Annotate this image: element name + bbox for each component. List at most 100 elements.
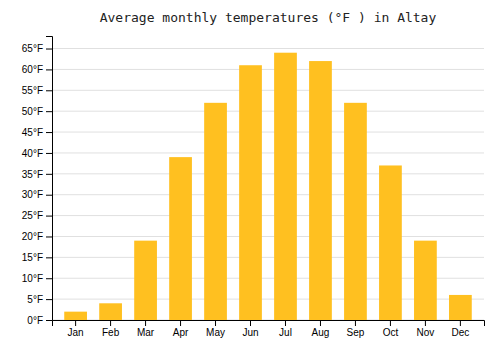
- y-tick-mark: [46, 278, 52, 279]
- x-tick-mark: [110, 320, 111, 326]
- grid-line: [52, 69, 484, 70]
- x-tick-mark: [460, 320, 461, 326]
- x-tick: Dec: [451, 320, 469, 338]
- y-tick-mark: [46, 90, 52, 91]
- x-tick-mark: [355, 320, 356, 326]
- x-tick: Oct: [383, 320, 399, 338]
- y-tick-mark: [46, 216, 52, 217]
- x-tick-label: Mar: [137, 327, 155, 338]
- y-tick-mark: [46, 299, 52, 300]
- y-tick-mark: [46, 236, 52, 237]
- y-tick: 40°F: [22, 148, 52, 159]
- x-tick-mark: [145, 320, 146, 326]
- x-tick-mark: [250, 320, 251, 326]
- y-tick-label: 0°F: [27, 315, 43, 326]
- grid-line: [52, 173, 484, 174]
- bar: [169, 157, 192, 320]
- bar: [134, 241, 157, 320]
- bar: [64, 312, 87, 320]
- x-tick: Jan: [68, 320, 84, 338]
- bar: [99, 303, 122, 320]
- x-tick: Jul: [279, 320, 292, 338]
- bars: [64, 53, 472, 320]
- x-tick-label: Jan: [68, 327, 84, 338]
- y-tick-label: 20°F: [22, 231, 43, 242]
- y-tick-label: 50°F: [22, 106, 43, 117]
- y-tick-label: 10°F: [22, 273, 43, 284]
- y-tick: 35°F: [22, 169, 52, 180]
- y-tick-mark: [46, 111, 52, 112]
- x-tick: Aug: [312, 320, 330, 338]
- grid-line: [52, 236, 484, 237]
- x-tick-label: Sep: [347, 327, 365, 338]
- grid-line: [52, 152, 484, 153]
- bar: [379, 165, 402, 320]
- y-tick: 50°F: [22, 106, 52, 117]
- y-tick-label: 35°F: [22, 169, 43, 180]
- x-tick-label: Jul: [279, 327, 292, 338]
- y-tick-mark: [46, 174, 52, 175]
- y-tick-label: 40°F: [22, 148, 43, 159]
- x-tick: Feb: [102, 320, 120, 338]
- x-tick-label: May: [206, 327, 225, 338]
- bar: [309, 61, 332, 320]
- y-tick: 30°F: [22, 189, 52, 200]
- y-tick: 20°F: [22, 231, 52, 242]
- x-axis-line: [53, 321, 485, 327]
- x-tick: Mar: [137, 320, 155, 338]
- y-tick: 60°F: [22, 64, 52, 75]
- y-tick-label: 45°F: [22, 127, 43, 138]
- y-tick-mark: [46, 69, 52, 70]
- x-tick-label: Jun: [242, 327, 258, 338]
- grid-line: [52, 111, 484, 112]
- bar: [239, 65, 262, 320]
- x-tick: Nov: [417, 320, 435, 338]
- x-tick-mark: [285, 320, 286, 326]
- y-tick: 25°F: [22, 210, 52, 221]
- x-tick: May: [206, 320, 225, 338]
- y-tick-label: 15°F: [22, 252, 43, 263]
- y-tick: 0°F: [27, 315, 52, 326]
- x-tick-mark: [75, 320, 76, 326]
- x-tick: Sep: [347, 320, 365, 338]
- x-tick-mark: [320, 320, 321, 326]
- x-tick: Apr: [173, 320, 189, 338]
- y-tick: 10°F: [22, 273, 52, 284]
- y-tick: 45°F: [22, 127, 52, 138]
- y-tick: 65°F: [22, 43, 52, 54]
- y-axis: 0°F5°F10°F15°F20°F25°F30°F35°F40°F45°F50…: [22, 37, 53, 326]
- y-tick-label: 60°F: [22, 64, 43, 75]
- y-tick: 15°F: [22, 252, 52, 263]
- x-tick-label: Feb: [102, 327, 120, 338]
- x-tick-mark: [425, 320, 426, 326]
- x-tick-mark: [180, 320, 181, 326]
- grid: [52, 49, 484, 320]
- grid-line: [52, 90, 484, 91]
- plot: 0°F5°F10°F15°F20°F25°F30°F35°F40°F45°F50…: [22, 37, 485, 339]
- grid-line: [52, 215, 484, 216]
- y-tick-mark: [46, 132, 52, 133]
- y-tick-mark: [46, 49, 52, 50]
- x-tick: Jun: [242, 320, 258, 338]
- x-axis: Jan Feb Mar Apr May Jun Jul Aug Sep Oct Nov Dec: [53, 320, 485, 338]
- y-axis-line: [46, 37, 53, 321]
- y-tick-mark: [46, 257, 52, 258]
- bar: [344, 103, 367, 320]
- x-tick-label: Apr: [173, 327, 189, 338]
- y-tick-mark: [46, 320, 52, 321]
- bar: [274, 53, 297, 320]
- y-tick-label: 65°F: [22, 43, 43, 54]
- x-tick-label: Oct: [383, 327, 399, 338]
- x-tick-label: Nov: [417, 327, 435, 338]
- x-tick-label: Aug: [312, 327, 330, 338]
- y-tick-label: 25°F: [22, 210, 43, 221]
- x-tick-label: Dec: [451, 327, 469, 338]
- y-tick-mark: [46, 195, 52, 196]
- x-tick-mark: [390, 320, 391, 326]
- grid-line: [52, 48, 484, 49]
- bar: [414, 241, 437, 320]
- y-tick-mark: [46, 153, 52, 154]
- grid-line: [52, 132, 484, 133]
- chart: 0°F5°F10°F15°F20°F25°F30°F35°F40°F45°F50…: [0, 0, 500, 350]
- bar: [449, 295, 472, 320]
